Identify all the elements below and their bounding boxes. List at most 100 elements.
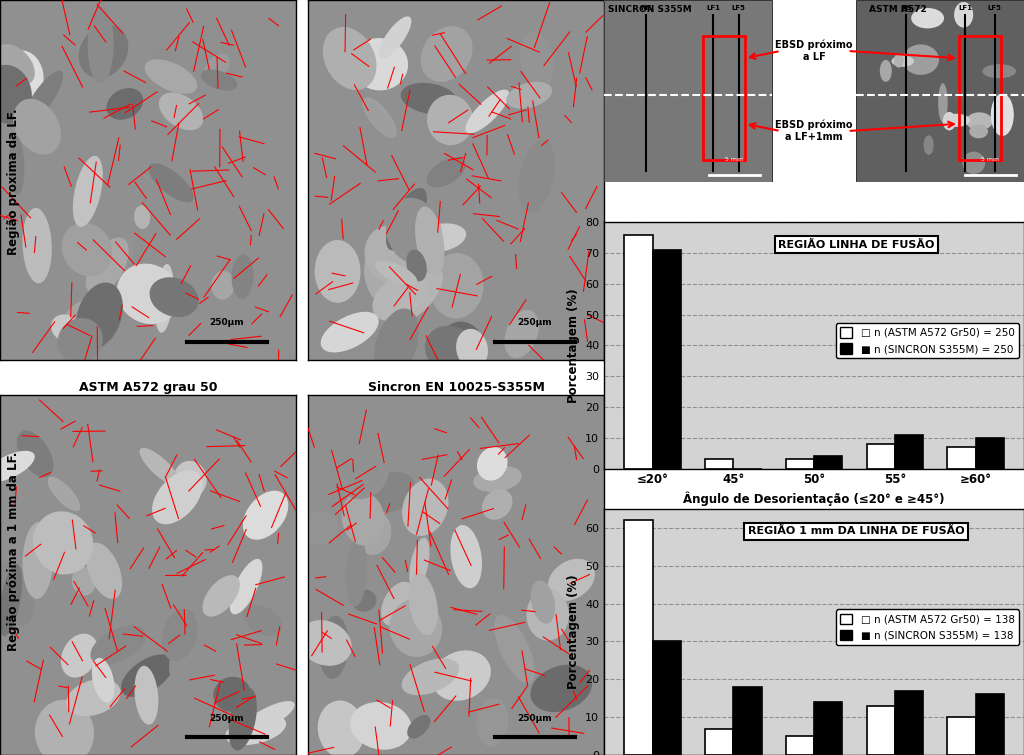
Ellipse shape [407, 249, 427, 282]
Ellipse shape [362, 97, 396, 138]
Bar [785, 459, 814, 469]
Ellipse shape [520, 32, 554, 90]
Ellipse shape [90, 625, 146, 665]
Ellipse shape [351, 38, 409, 91]
Bar [785, 736, 814, 755]
Y-axis label: Porcentagem (%): Porcentagem (%) [566, 288, 580, 402]
Ellipse shape [425, 326, 479, 375]
Text: LF5: LF5 [731, 5, 745, 11]
Ellipse shape [239, 701, 295, 735]
Text: Região próxima a 1 mm da LF.: Região próxima a 1 mm da LF. [7, 451, 19, 651]
Ellipse shape [892, 56, 914, 66]
Bar [625, 520, 652, 755]
Ellipse shape [427, 95, 473, 145]
Ellipse shape [429, 253, 483, 319]
Ellipse shape [0, 51, 44, 106]
Ellipse shape [244, 605, 283, 636]
Ellipse shape [358, 512, 391, 555]
Text: ASTM A572: ASTM A572 [868, 5, 927, 14]
Ellipse shape [432, 650, 490, 701]
Ellipse shape [134, 205, 151, 229]
Ellipse shape [79, 25, 128, 79]
Ellipse shape [23, 522, 53, 599]
Ellipse shape [505, 310, 539, 358]
Ellipse shape [966, 112, 992, 130]
Text: SINCRON S355M: SINCRON S355M [608, 5, 692, 14]
Text: LF5: LF5 [988, 5, 1001, 11]
Ellipse shape [72, 566, 96, 596]
Ellipse shape [48, 476, 80, 511]
Ellipse shape [301, 511, 338, 545]
Ellipse shape [365, 226, 415, 282]
Ellipse shape [0, 44, 35, 85]
Ellipse shape [476, 698, 508, 747]
Ellipse shape [201, 69, 238, 91]
Ellipse shape [117, 263, 180, 324]
Ellipse shape [162, 609, 198, 661]
Ellipse shape [408, 715, 430, 738]
Ellipse shape [982, 64, 1016, 79]
Ellipse shape [134, 666, 159, 725]
Ellipse shape [321, 312, 379, 353]
Ellipse shape [49, 549, 73, 575]
Ellipse shape [402, 479, 449, 536]
Ellipse shape [155, 264, 174, 333]
Ellipse shape [530, 664, 592, 712]
Bar [947, 447, 976, 469]
Ellipse shape [427, 158, 466, 187]
Ellipse shape [23, 208, 52, 283]
Ellipse shape [438, 322, 486, 379]
Bar [814, 702, 843, 755]
Ellipse shape [323, 27, 377, 90]
Ellipse shape [477, 447, 508, 481]
Ellipse shape [225, 714, 286, 745]
Ellipse shape [415, 207, 444, 276]
Ellipse shape [57, 318, 102, 363]
Ellipse shape [412, 584, 431, 623]
Bar [702, 36, 744, 160]
Bar [814, 456, 843, 469]
Ellipse shape [374, 308, 419, 380]
Text: 5 mm: 5 mm [981, 157, 999, 162]
Ellipse shape [954, 2, 973, 28]
Text: EBSD próximo
a LF+1mm: EBSD próximo a LF+1mm [775, 120, 853, 142]
Ellipse shape [902, 45, 939, 75]
Ellipse shape [409, 573, 438, 635]
Ellipse shape [473, 466, 521, 492]
Ellipse shape [894, 54, 904, 67]
Ellipse shape [9, 136, 25, 195]
Ellipse shape [880, 60, 892, 82]
Text: LF1: LF1 [707, 5, 720, 11]
Bar [958, 36, 1000, 160]
Title: ASTM A572 grau 50: ASTM A572 grau 50 [79, 381, 217, 394]
Ellipse shape [456, 329, 488, 368]
Ellipse shape [410, 538, 429, 590]
Ellipse shape [938, 83, 947, 122]
Ellipse shape [518, 140, 555, 213]
Bar [856, 0, 1024, 182]
Ellipse shape [35, 700, 94, 755]
Ellipse shape [213, 676, 251, 712]
Ellipse shape [139, 448, 180, 486]
Ellipse shape [373, 273, 428, 321]
Ellipse shape [421, 26, 473, 82]
Ellipse shape [924, 135, 934, 155]
Ellipse shape [339, 452, 388, 499]
Text: REGIÃO 1 mm DA LINHA DE FUSÃO: REGIÃO 1 mm DA LINHA DE FUSÃO [748, 526, 965, 536]
Ellipse shape [386, 198, 441, 264]
Ellipse shape [51, 314, 80, 341]
Ellipse shape [352, 590, 377, 612]
Ellipse shape [401, 658, 459, 695]
Text: Região proxima da LF.: Região proxima da LF. [7, 108, 19, 254]
Ellipse shape [346, 538, 367, 606]
Ellipse shape [943, 114, 970, 127]
Ellipse shape [211, 271, 234, 300]
Ellipse shape [121, 655, 174, 697]
Ellipse shape [319, 616, 348, 679]
Text: REGIÃO LINHA DE FUSÃO: REGIÃO LINHA DE FUSÃO [778, 239, 934, 250]
Ellipse shape [159, 93, 204, 130]
Ellipse shape [76, 282, 123, 349]
Bar [947, 717, 976, 755]
Ellipse shape [231, 254, 254, 299]
Ellipse shape [67, 679, 121, 716]
